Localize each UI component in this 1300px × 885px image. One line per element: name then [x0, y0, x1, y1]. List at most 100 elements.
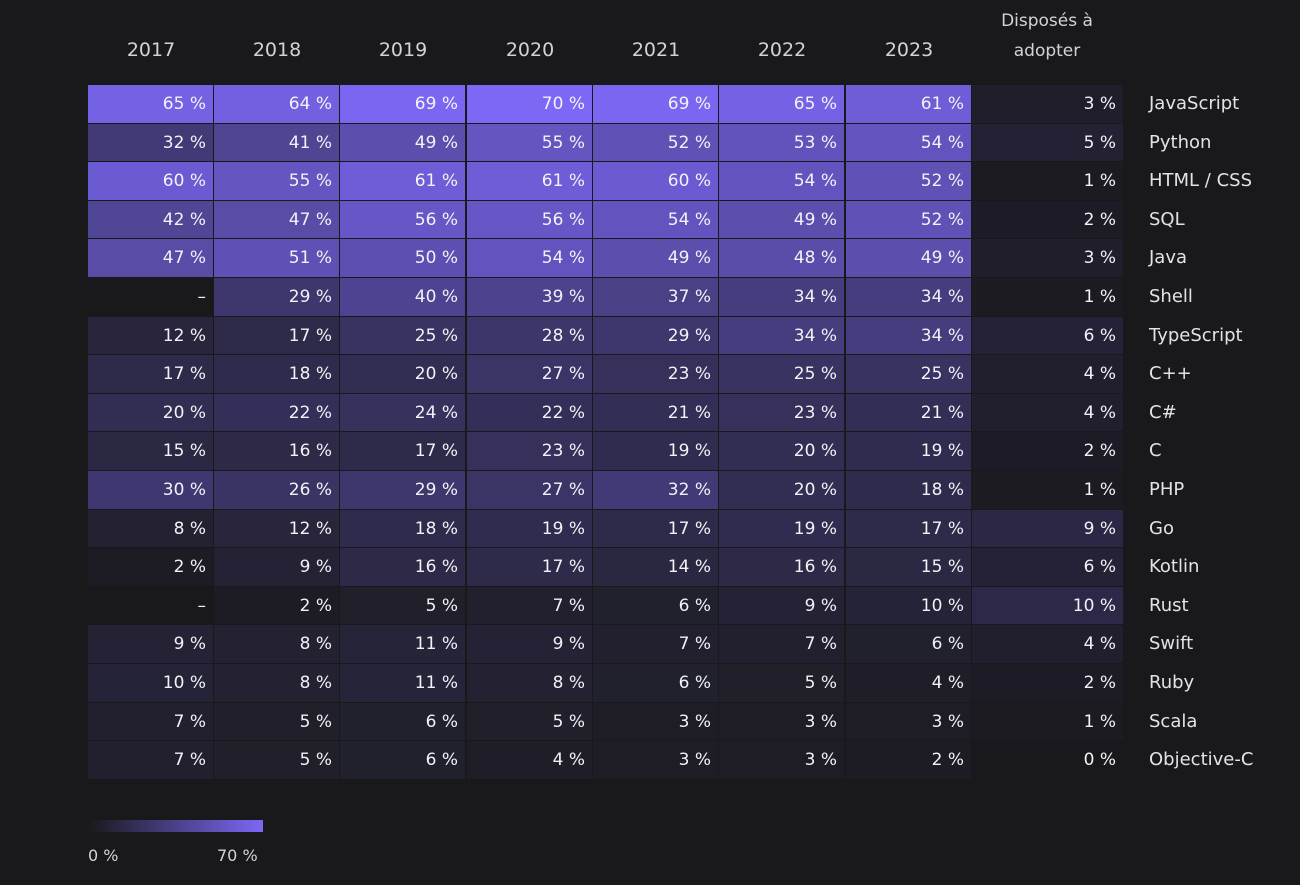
heatmap-cell: 47 %: [88, 239, 214, 278]
heatmap-cell: 49 %: [846, 239, 972, 278]
heatmap-cell: 24 %: [340, 393, 466, 433]
heatmap-cell: 34 %: [846, 278, 972, 317]
heatmap-cell: 30 %: [88, 471, 214, 510]
heatmap-cell: 8 %: [88, 509, 214, 549]
heatmap-cell: 7 %: [467, 586, 593, 626]
heatmap-cell: 42 %: [88, 200, 214, 240]
heatmap-cell: 54 %: [467, 239, 593, 278]
heatmap-cell: 55 %: [214, 162, 340, 201]
heatmap-cell: 69 %: [593, 85, 719, 124]
heatmap-cell: 49 %: [593, 239, 719, 278]
column-header-2018: 2018: [252, 39, 302, 61]
heatmap-cell: 8 %: [467, 664, 593, 703]
adopt-cell: 10 %: [972, 586, 1124, 626]
heatmap-cell: 9 %: [88, 625, 214, 664]
heatmap-cell: 50 %: [340, 239, 466, 278]
adopt-cell: 0 %: [972, 741, 1124, 780]
heatmap-cell: 21 %: [593, 393, 719, 433]
heatmap-cell: 23 %: [719, 393, 845, 433]
heatmap-cell: 25 %: [719, 355, 845, 394]
heatmap-cell: 20 %: [719, 471, 845, 510]
row-label: Python: [1149, 131, 1212, 153]
heatmap-cell: 3 %: [719, 702, 845, 742]
heatmap-cell: 32 %: [593, 471, 719, 510]
heatmap-cell: 61 %: [340, 162, 466, 201]
heatmap-cell: 9 %: [467, 625, 593, 664]
heatmap-cell: 10 %: [88, 664, 214, 703]
heatmap-cell: 52 %: [846, 162, 972, 201]
heatmap-cell: 17 %: [593, 509, 719, 549]
column-header-2019: 2019: [378, 39, 428, 61]
heatmap-cell: 2 %: [88, 548, 214, 587]
heatmap-cell: 49 %: [340, 123, 466, 163]
heatmap-cell: 54 %: [593, 200, 719, 240]
column-header-adopt-line: adopter: [1013, 41, 1081, 61]
heatmap-cell: 26 %: [214, 471, 340, 510]
column-header-adopt-line: Disposés à: [1001, 11, 1093, 31]
heatmap-cell: 9 %: [719, 586, 845, 626]
adopt-cell: 1 %: [972, 278, 1124, 317]
row-label: C++: [1149, 363, 1192, 385]
heatmap-cell: 22 %: [214, 393, 340, 433]
heatmap-cell: 8 %: [214, 625, 340, 664]
adopt-cell: 2 %: [972, 664, 1124, 703]
heatmap-cell: 11 %: [340, 664, 466, 703]
row-label: HTML / CSS: [1149, 170, 1253, 192]
legend-gradient-bar: [88, 820, 263, 832]
heatmap-cell: 11 %: [340, 625, 466, 664]
heatmap-cell: 34 %: [719, 278, 845, 317]
heatmap-cell: 12 %: [214, 509, 340, 549]
heatmap-cell: 19 %: [593, 432, 719, 471]
adopt-cell: 6 %: [972, 316, 1124, 356]
heatmap-cell: 60 %: [88, 162, 214, 201]
heatmap-cell: –: [88, 278, 214, 317]
heatmap-cell: 3 %: [593, 702, 719, 742]
heatmap-cell: 16 %: [719, 548, 845, 587]
adopt-cell: 6 %: [972, 548, 1124, 587]
heatmap-cell: 3 %: [593, 741, 719, 780]
row-label: Kotlin: [1149, 556, 1200, 578]
heatmap-cell: –: [88, 586, 214, 626]
heatmap-cell: 10 %: [846, 586, 972, 626]
heatmap-cell: 49 %: [719, 200, 845, 240]
heatmap-cell: 7 %: [88, 741, 214, 780]
adopt-cell: 3 %: [972, 85, 1124, 124]
row-label: PHP: [1149, 479, 1185, 500]
heatmap-cell: 8 %: [214, 664, 340, 703]
heatmap-cell: 65 %: [88, 85, 214, 124]
heatmap-cell: 2 %: [846, 741, 972, 780]
heatmap-cell: 32 %: [88, 123, 214, 163]
heatmap-cell: 16 %: [214, 432, 340, 471]
adopt-cell: 4 %: [972, 393, 1124, 433]
heatmap-cell: 29 %: [593, 316, 719, 356]
heatmap-cell: 21 %: [846, 393, 972, 433]
heatmap-cell: 37 %: [593, 278, 719, 317]
column-header-2023: 2023: [884, 39, 934, 61]
heatmap-cell: 5 %: [214, 741, 340, 780]
heatmap-cell: 5 %: [467, 702, 593, 742]
column-header-2020: 2020: [505, 39, 555, 61]
heatmap-cell: 6 %: [846, 625, 972, 664]
heatmap-cell: 56 %: [340, 200, 466, 240]
heatmap-cell: 7 %: [88, 702, 214, 742]
heatmap-cell: 54 %: [846, 123, 972, 163]
adopt-cell: 2 %: [972, 200, 1124, 240]
adopt-cell: 1 %: [972, 471, 1124, 510]
heatmap-cell: 4 %: [467, 741, 593, 780]
heatmap-cell: 6 %: [340, 741, 466, 780]
heatmap-cell: 61 %: [467, 162, 593, 201]
heatmap-cell: 6 %: [593, 664, 719, 703]
heatmap-cell: 3 %: [719, 741, 845, 780]
row-label: Swift: [1149, 633, 1194, 655]
heatmap-cell: 2 %: [214, 586, 340, 626]
row-label: Rust: [1149, 594, 1189, 616]
heatmap-cell: 40 %: [340, 278, 466, 317]
heatmap-cell: 5 %: [214, 702, 340, 742]
heatmap-cell: 20 %: [88, 393, 214, 433]
heatmap-cell: 5 %: [719, 664, 845, 703]
adopt-cell: 3 %: [972, 239, 1124, 278]
heatmap-cell: 22 %: [467, 393, 593, 433]
column-header-2017: 2017: [126, 39, 176, 61]
heatmap-cell: 5 %: [340, 586, 466, 626]
heatmap-cell: 17 %: [467, 548, 593, 587]
